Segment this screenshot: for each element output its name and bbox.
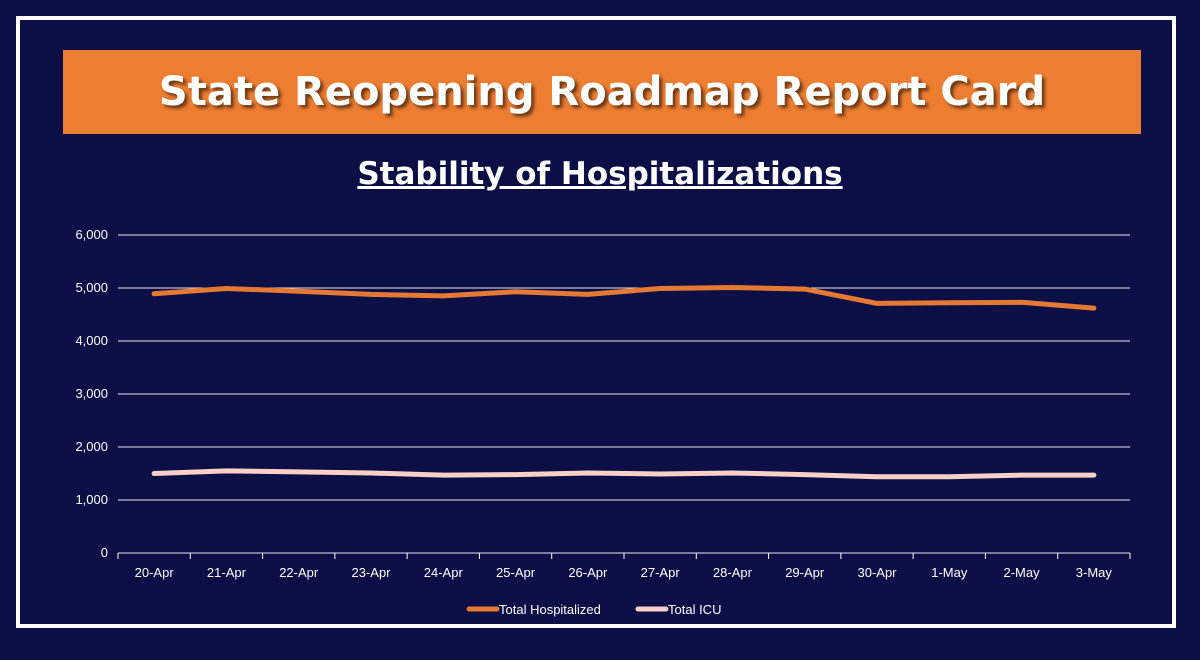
series-line-total-hospitalized: [151, 285, 1097, 311]
x-tick-label: 21-Apr: [207, 565, 247, 580]
x-tick-label: 22-Apr: [279, 565, 319, 580]
x-tick-label: 3-May: [1076, 565, 1113, 580]
x-tick-label: 20-Apr: [135, 565, 175, 580]
x-tick-label: 2-May: [1004, 565, 1041, 580]
x-tick-label: 27-Apr: [641, 565, 681, 580]
y-tick-label: 2,000: [75, 439, 108, 454]
x-axis-ticks: 20-Apr 21-Apr 22-Apr 23-Apr 24-Apr 25-Apr 26-A…: [117, 553, 1131, 580]
y-tick-label: 0: [101, 545, 108, 560]
slide-frame: [16, 16, 1176, 628]
series-line-total-icu: [151, 468, 1097, 480]
y-tick-label: 5,000: [75, 280, 108, 295]
series-lines: [151, 285, 1097, 480]
y-tick-label: 3,000: [75, 386, 108, 401]
x-tick-label: 30-Apr: [857, 565, 897, 580]
y-tick-label: 1,000: [75, 492, 108, 507]
y-axis-ticks: 0 1,000 2,000 3,000 4,000 5,000 6,000: [75, 227, 108, 560]
chart-title: Stability of Hospitalizations: [357, 156, 843, 192]
y-tick-label: 4,000: [75, 333, 108, 348]
legend-label: Total Hospitalized: [499, 602, 601, 617]
x-tick-label: 28-Apr: [713, 565, 753, 580]
gridlines: [118, 234, 1130, 554]
legend: Total Hospitalized Total ICU: [466, 602, 721, 617]
y-tick-label: 6,000: [75, 227, 108, 242]
x-tick-label: 24-Apr: [424, 565, 464, 580]
x-tick-label: 29-Apr: [785, 565, 825, 580]
title-banner: State Reopening Roadmap Report Card: [63, 50, 1141, 134]
x-tick-label: 26-Apr: [568, 565, 608, 580]
x-tick-label: 25-Apr: [496, 565, 536, 580]
page-title: State Reopening Roadmap Report Card: [158, 69, 1046, 115]
x-tick-label: 1-May: [931, 565, 968, 580]
legend-label: Total ICU: [668, 602, 721, 617]
x-tick-label: 23-Apr: [351, 565, 391, 580]
